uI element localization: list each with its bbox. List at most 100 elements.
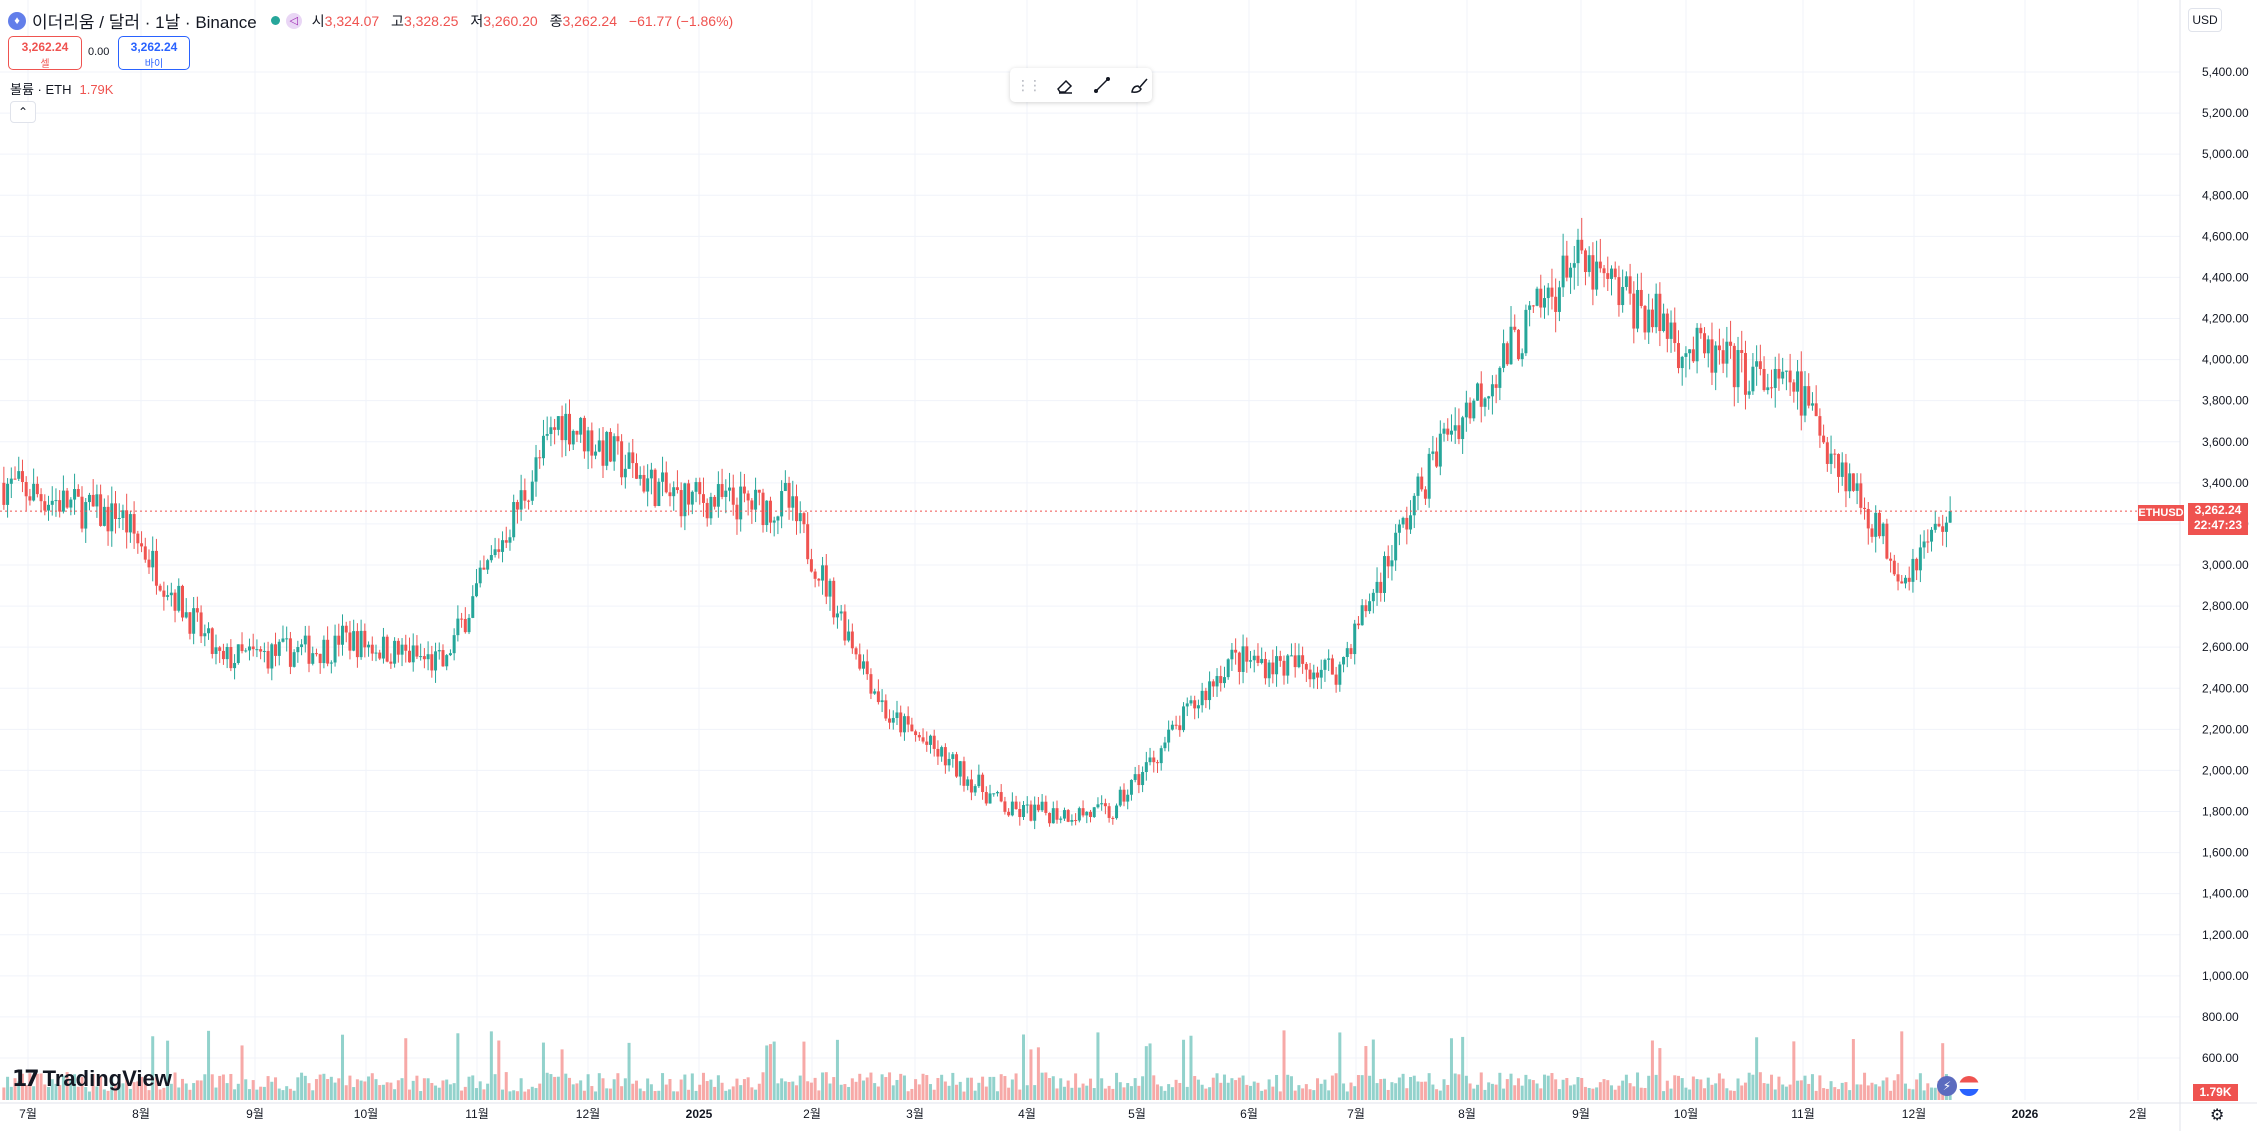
time-axis-label: 7월: [19, 1107, 37, 1121]
candle-body: [1033, 804, 1037, 821]
volume-bar: [1375, 1083, 1379, 1100]
lightning-icon[interactable]: ⚡: [1937, 1076, 1957, 1096]
candle-body: [798, 513, 802, 522]
volume-bar: [1502, 1088, 1506, 1100]
candle-body: [843, 611, 847, 641]
volume-bar: [1048, 1078, 1052, 1100]
volume-bar: [1308, 1089, 1312, 1100]
volume-bar: [1174, 1079, 1178, 1100]
ethereum-icon[interactable]: ♦: [8, 11, 26, 30]
time-axis-label: 7월: [1347, 1107, 1365, 1121]
candle-body: [497, 549, 501, 552]
brush-icon[interactable]: [1127, 72, 1152, 98]
volume-bar: [207, 1030, 211, 1100]
candle-body: [1442, 428, 1446, 434]
price-axis-label: 2,200.00: [2202, 722, 2249, 736]
volume-bar: [1550, 1073, 1554, 1100]
collapse-legend-button[interactable]: ⌃: [10, 101, 36, 123]
tradingview-logo[interactable]: 𝟭𝟳 TradingView: [12, 1066, 172, 1092]
candle-body: [244, 650, 248, 652]
price-axis-label: 4,000.00: [2202, 353, 2249, 367]
candle-body: [631, 452, 635, 464]
share-icon[interactable]: ◁: [285, 12, 302, 29]
candle-body: [54, 500, 58, 502]
currency-button[interactable]: USD: [2188, 8, 2222, 32]
buy-button[interactable]: 3,262.24 바이: [118, 36, 190, 70]
eraser-icon[interactable]: [1052, 72, 1077, 98]
volume-bar: [1327, 1090, 1331, 1100]
volume-bar: [396, 1080, 400, 1100]
candle-body: [329, 662, 333, 664]
volume-bar: [768, 1044, 772, 1100]
price-axis-label: 3,400.00: [2202, 476, 2249, 490]
symbol-title[interactable]: 이더리움 / 달러 · 1날 · Binance: [32, 13, 257, 32]
candle-body: [229, 646, 233, 669]
volume-bar: [1784, 1086, 1788, 1100]
volume-bar: [1386, 1089, 1390, 1100]
volume-bar: [527, 1089, 531, 1100]
spread-value: 0.00: [88, 46, 110, 58]
candle-body: [1115, 805, 1119, 819]
candle-body: [1863, 507, 1867, 509]
volume-bar: [977, 1082, 981, 1100]
candle-body: [772, 520, 776, 523]
volume-bar: [467, 1076, 471, 1100]
time-axis-label: 8월: [132, 1107, 150, 1121]
candle-body: [828, 580, 832, 597]
symbol-price-tag: ETHUSD: [2138, 505, 2184, 521]
volume-bar: [1732, 1090, 1736, 1100]
us-flag-icon[interactable]: [1959, 1076, 1979, 1096]
candle-body: [76, 489, 80, 497]
volume-bar: [761, 1072, 765, 1100]
settings-gear-icon[interactable]: ⚙: [2210, 1107, 2225, 1124]
time-axis-label: 6월: [1240, 1107, 1258, 1121]
volume-bar: [1918, 1073, 1922, 1100]
time-axis-label: 10월: [1674, 1107, 1698, 1121]
volume-bar: [1524, 1074, 1528, 1100]
volume-bar: [1077, 1087, 1081, 1100]
candle-body: [1654, 293, 1658, 328]
volume-bar: [899, 1073, 903, 1100]
volume-bar: [184, 1083, 188, 1100]
volume-bar: [787, 1082, 791, 1100]
candle-body: [285, 638, 289, 640]
candle-body: [259, 649, 263, 652]
candle-body: [1397, 524, 1401, 533]
candle-body: [553, 427, 557, 430]
candle-body: [884, 700, 888, 719]
candle-body: [1055, 808, 1059, 820]
volume-bar: [608, 1088, 612, 1100]
candle-body: [1342, 656, 1346, 665]
volume-bar: [1703, 1088, 1707, 1100]
candle-body: [125, 510, 129, 533]
volume-bar: [177, 1087, 181, 1100]
volume-bar: [266, 1076, 270, 1100]
candle-body: [947, 758, 951, 766]
volume-bar: [1743, 1082, 1747, 1100]
volume-bar: [590, 1086, 594, 1100]
last-price-tag: 3,262.24 22:47:23: [2188, 503, 2248, 535]
volume-bar: [285, 1086, 289, 1100]
candle-body: [995, 792, 999, 794]
volume-bar: [1427, 1073, 1431, 1100]
volume-legend[interactable]: 볼륨 · ETH 1.79K: [10, 79, 113, 98]
volume-bar: [981, 1076, 985, 1100]
price-axis-label: 4,200.00: [2202, 312, 2249, 326]
candle-body: [1807, 386, 1811, 406]
volume-bar: [1226, 1082, 1230, 1100]
market-status-icon[interactable]: [270, 16, 280, 25]
volume-bar: [1286, 1074, 1290, 1100]
sell-button[interactable]: 3,262.24 셀: [8, 36, 82, 70]
volume-bar: [370, 1073, 374, 1100]
volume-bar: [1122, 1087, 1126, 1100]
volume-bar: [969, 1077, 973, 1100]
candle-body: [1051, 808, 1055, 824]
trend-line-icon[interactable]: [1089, 72, 1114, 98]
candle-body: [690, 491, 694, 505]
candle-body: [80, 496, 84, 529]
volume-bar: [1535, 1083, 1539, 1100]
candle-body: [821, 565, 825, 581]
candle-body: [1613, 268, 1617, 278]
drag-handle-icon[interactable]: ⋮⋮: [1016, 76, 1042, 93]
